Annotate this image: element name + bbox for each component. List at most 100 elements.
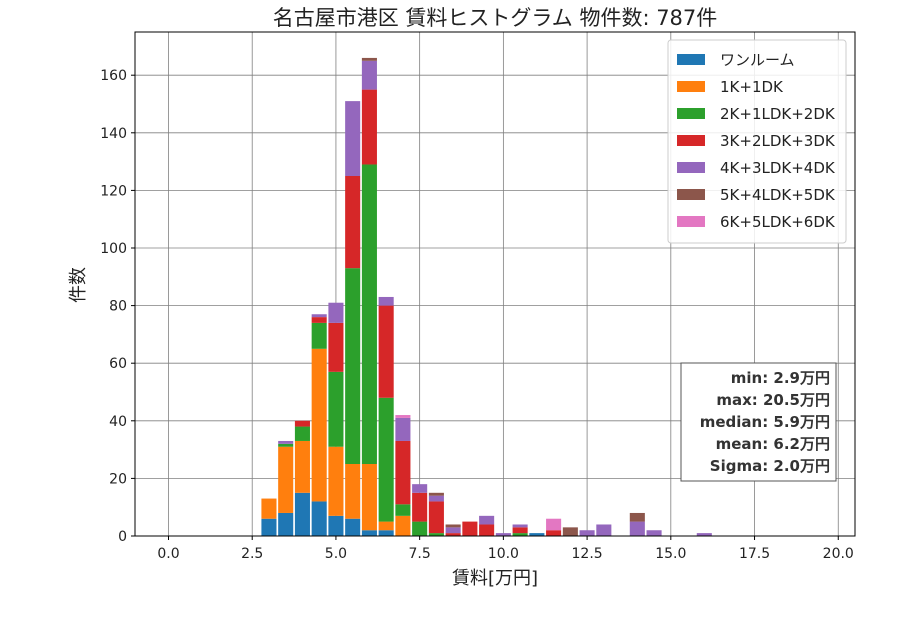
legend-label-6: 6K+5LDK+6DK — [720, 213, 836, 231]
legend-swatch-4 — [677, 162, 705, 173]
bar-series-5-bin-11 — [445, 524, 461, 528]
bar-series-4-bin-20 — [596, 524, 612, 536]
bar-series-1-bin-3 — [311, 348, 327, 502]
bar-series-0-bin-7 — [378, 530, 394, 536]
stats-line-4: Sigma: 2.0万円 — [710, 457, 830, 475]
stats-line-3: mean: 6.2万円 — [716, 435, 830, 453]
bar-series-1-bin-4 — [328, 446, 344, 516]
bar-series-0-bin-6 — [361, 530, 377, 536]
bar-series-0-bin-0 — [261, 518, 277, 536]
stats-line-2: median: 5.9万円 — [700, 413, 830, 431]
plot-frame — [134, 31, 856, 537]
y-tick-label-2: 40 — [109, 414, 127, 430]
y-tick-label-5: 100 — [100, 241, 127, 257]
y-tick-label-0: 0 — [118, 529, 127, 545]
bar-series-1-bin-1 — [278, 446, 294, 513]
x-tick-label-8: 20.0 — [823, 546, 854, 562]
legend-swatch-2 — [677, 108, 705, 119]
y-tick-label-6: 120 — [100, 183, 127, 199]
bar-series-5-bin-6 — [361, 57, 377, 61]
bar-series-4-bin-5 — [345, 101, 361, 176]
y-axis-ticks: 0 20 40 60 80 100 120 140 160 — [100, 68, 135, 545]
bars-group — [261, 57, 712, 536]
bar-series-5-bin-21 — [629, 512, 645, 522]
bar-series-0-bin-5 — [345, 518, 361, 536]
bar-series-3-bin-12 — [462, 521, 478, 536]
x-tick-label-5: 12.5 — [572, 546, 603, 562]
legend-swatch-0 — [677, 54, 705, 65]
bar-series-3-bin-2 — [294, 420, 310, 427]
bar-series-2-bin-2 — [294, 426, 310, 441]
bar-series-0-bin-1 — [278, 512, 294, 536]
bar-series-5-bin-10 — [428, 492, 444, 496]
bar-series-1-bin-0 — [261, 498, 277, 519]
bar-series-3-bin-10 — [428, 501, 444, 534]
bar-series-2-bin-4 — [328, 371, 344, 447]
bar-series-3-bin-11 — [445, 533, 461, 536]
bar-series-4-bin-1 — [278, 440, 294, 444]
bar-series-4-bin-23 — [696, 533, 712, 536]
y-axis-label: 件数 — [68, 267, 89, 303]
bar-series-3-bin-17 — [546, 530, 562, 536]
x-tick-label-6: 15.0 — [655, 546, 686, 562]
bar-series-1-bin-2 — [294, 440, 310, 493]
y-tick-label-3: 60 — [109, 356, 127, 372]
bar-series-4-bin-15 — [512, 524, 528, 528]
bar-series-4-bin-21 — [629, 521, 645, 536]
bar-series-3-bin-13 — [479, 524, 495, 536]
bar-series-2-bin-3 — [311, 322, 327, 349]
y-tick-label-4: 80 — [109, 299, 127, 315]
bar-series-2-bin-5 — [345, 268, 361, 464]
stats-line-0: min: 2.9万円 — [731, 369, 830, 387]
bar-series-4-bin-14 — [495, 533, 511, 536]
bar-series-2-bin-10 — [428, 533, 444, 536]
bar-series-3-bin-6 — [361, 89, 377, 165]
bar-series-2-bin-9 — [412, 521, 428, 536]
bar-series-4-bin-9 — [412, 484, 428, 493]
legend-swatch-6 — [677, 216, 705, 227]
bar-series-1-bin-8 — [395, 515, 411, 536]
x-axis-label: 賃料[万円] — [452, 568, 538, 589]
bar-series-3-bin-3 — [311, 317, 327, 323]
x-axis-ticks: 0.0 2.5 5.0 7.5 10.0 12.5 15.0 17.5 20.0 — [157, 536, 854, 562]
bar-series-0-bin-16 — [529, 533, 545, 536]
bar-series-1-bin-6 — [361, 464, 377, 531]
bar-series-3-bin-7 — [378, 305, 394, 398]
bar-series-3-bin-4 — [328, 322, 344, 372]
bar-series-4-bin-6 — [361, 60, 377, 90]
legend-label-4: 4K+3LDK+4DK — [720, 159, 836, 177]
y-tick-label-1: 20 — [109, 471, 127, 487]
bar-series-0-bin-2 — [294, 492, 310, 536]
x-tick-label-2: 5.0 — [325, 546, 347, 562]
legend: ワンルーム 1K+1DK 2K+1LDK+2DK 3K+2LDK+3DK 4K+3LDK… — [667, 39, 847, 244]
x-tick-label-1: 2.5 — [241, 546, 263, 562]
bar-series-6-bin-17 — [546, 518, 562, 531]
legend-box — [667, 39, 847, 244]
bar-series-2-bin-1 — [278, 443, 294, 447]
legend-label-2: 2K+1LDK+2DK — [720, 105, 836, 123]
legend-label-0: ワンルーム — [720, 51, 795, 69]
bar-series-2-bin-8 — [395, 504, 411, 516]
bar-series-0-bin-4 — [328, 515, 344, 536]
bar-series-4-bin-13 — [479, 515, 495, 525]
bar-series-3-bin-9 — [412, 492, 428, 522]
bar-series-2-bin-7 — [378, 397, 394, 522]
bar-series-6-bin-8 — [395, 415, 411, 418]
bar-series-4-bin-19 — [579, 530, 595, 536]
stats-box-frame — [680, 362, 837, 482]
bar-series-4-bin-22 — [646, 530, 662, 536]
legend-label-5: 5K+4LDK+5DK — [720, 186, 836, 204]
bar-series-4-bin-3 — [311, 314, 327, 318]
legend-label-3: 3K+2LDK+3DK — [720, 132, 836, 150]
stats-box: min: 2.9万円 max: 20.5万円 median: 5.9万円 mean: … — [680, 362, 837, 482]
y-tick-label-8: 160 — [100, 68, 127, 84]
legend-swatch-5 — [677, 189, 705, 200]
bar-series-4-bin-8 — [395, 417, 411, 441]
bar-series-5-bin-18 — [562, 527, 578, 536]
stats-line-1: max: 20.5万円 — [716, 391, 830, 409]
bar-series-3-bin-5 — [345, 176, 361, 269]
bar-series-1-bin-7 — [378, 521, 394, 531]
bar-series-2-bin-6 — [361, 164, 377, 465]
x-tick-label-0: 0.0 — [157, 546, 179, 562]
